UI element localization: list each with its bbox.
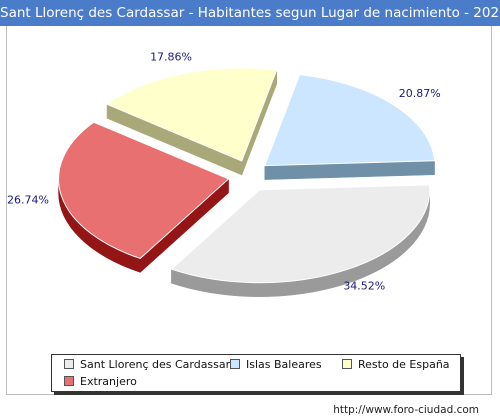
source-url: http://www.foro-ciudad.com [333, 404, 479, 416]
pie-slice-islas-baleares [264, 74, 436, 167]
legend-item-resto-de-espana: Resto de España [342, 358, 450, 372]
pie-label-extranjero: 26.74% [7, 193, 49, 206]
pie-slice-sant-llorenc-des-cardassar [170, 184, 431, 284]
pie-slice-extranjero [58, 121, 230, 259]
legend-label-sant-llorenc-des-cardassar: Sant Llorenç des Cardassar [80, 358, 231, 371]
legend-swatch-extranjero [64, 376, 74, 386]
chart-area: 34.52% 26.74% 17.86% 20.87% Sant Llorenç de… [6, 26, 492, 416]
legend-label-extranjero: Extranjero [80, 375, 137, 388]
legend-swatch-islas-baleares [230, 359, 240, 369]
legend-item-sant-llorenc-des-cardassar: Sant Llorenç des Cardassar [64, 358, 230, 372]
legend-label-islas-baleares: Islas Baleares [246, 358, 322, 371]
legend-label-resto-de-espana: Resto de España [358, 358, 450, 371]
chart-title: Sant Llorenç des Cardassar - Habitantes … [0, 0, 500, 26]
pie-label-sant-llorenc-des-cardassar: 34.52% [343, 280, 385, 293]
legend-item-islas-baleares: Islas Baleares [230, 358, 322, 372]
legend-swatch-sant-llorenc-des-cardassar [64, 359, 74, 369]
pie-chart: 34.52% 26.74% 17.86% 20.87% [7, 50, 441, 297]
chart-legend: Sant Llorenç des Cardassar Islas Baleares… [51, 354, 461, 392]
pie-label-islas-baleares: 20.87% [399, 87, 441, 100]
pie-label-resto-de-espana: 17.86% [150, 50, 192, 63]
pie-slice-resto-de-espana [106, 67, 278, 162]
legend-item-extranjero: Extranjero [64, 375, 137, 389]
legend-swatch-resto-de-espana [342, 359, 352, 369]
